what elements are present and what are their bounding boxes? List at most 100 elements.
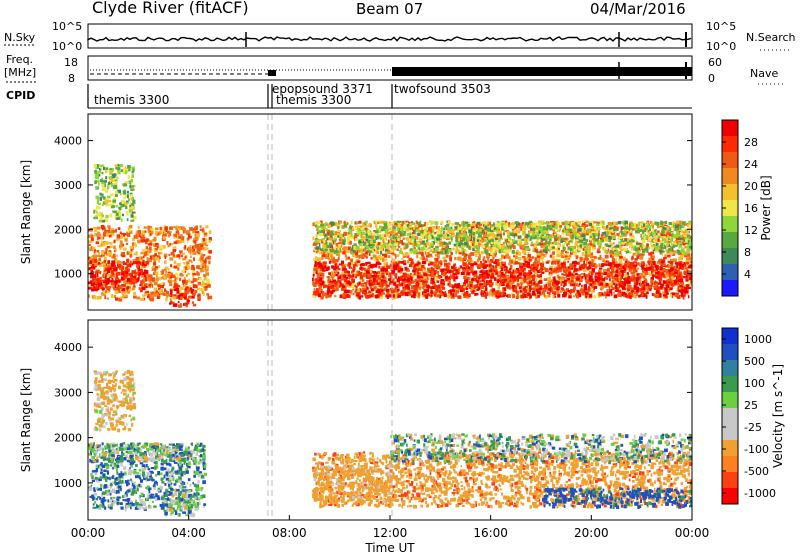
echo-cell	[631, 277, 636, 282]
echo-cell	[671, 284, 675, 287]
echo-cell	[378, 280, 382, 284]
echo-cell	[564, 257, 568, 261]
echo-cell	[110, 232, 115, 236]
echo-cell	[495, 263, 500, 266]
echo-cell	[333, 271, 337, 274]
echo-cell	[144, 251, 149, 256]
echo-cell	[101, 182, 105, 187]
echo-cell	[381, 272, 385, 275]
echo-cell	[120, 218, 123, 222]
echo-cell	[343, 220, 346, 225]
echo-cell	[169, 274, 173, 278]
echo-cell	[114, 280, 118, 284]
echo-cell	[364, 254, 367, 258]
echo-cell	[162, 233, 167, 237]
echo-cell	[177, 304, 182, 308]
echo-cell	[525, 285, 528, 288]
echo-cell	[351, 270, 355, 274]
echo-cell	[527, 254, 531, 258]
echo-cell	[395, 293, 398, 296]
echo-cell	[541, 271, 545, 274]
echo-cell	[420, 268, 423, 272]
echo-cell	[330, 276, 334, 281]
echo-cell	[593, 236, 596, 239]
echo-cell	[569, 234, 572, 239]
echo-cell	[321, 263, 326, 266]
echo-cell	[422, 267, 426, 271]
echo-cell	[471, 242, 475, 246]
echo-cell	[176, 287, 180, 290]
echo-cell	[552, 294, 555, 299]
echo-cell	[184, 245, 187, 249]
echo-cell	[199, 228, 204, 232]
echo-cell	[173, 285, 176, 289]
echo-cell	[144, 239, 147, 243]
echo-cell	[161, 245, 166, 249]
echo-cell	[384, 263, 386, 268]
echo-cell	[122, 190, 127, 195]
echo-cell	[356, 249, 358, 253]
echo-cell	[117, 266, 121, 269]
echo-cell	[520, 247, 524, 250]
echo-cell	[657, 230, 660, 235]
echo-cell	[373, 277, 376, 282]
echo-cell	[662, 280, 667, 284]
echo-cell	[119, 244, 123, 248]
echo-cell	[95, 255, 100, 258]
echo-cell	[461, 246, 465, 250]
echo-cell	[355, 272, 360, 276]
echo-cell	[493, 242, 497, 247]
echo-cell	[105, 167, 109, 170]
echo-cell	[124, 202, 128, 206]
echo-cell	[192, 304, 195, 307]
echo-cell	[122, 262, 127, 265]
echo-cell	[320, 288, 323, 293]
echo-cell	[680, 282, 684, 285]
echo-cell	[101, 226, 106, 231]
echo-cell	[193, 293, 196, 297]
echo-cell	[577, 293, 582, 298]
echo-cell	[338, 263, 342, 266]
echo-cell	[621, 269, 625, 273]
echo-cell	[544, 295, 548, 299]
echo-cell	[382, 278, 386, 283]
echo-cell	[436, 280, 440, 283]
echo-cell	[138, 275, 141, 279]
echo-cell	[131, 207, 133, 212]
echo-cell	[113, 197, 116, 200]
echo-cell	[201, 280, 205, 285]
echo-cell	[200, 252, 202, 256]
echo-cell	[152, 293, 157, 297]
echo-cell	[409, 263, 413, 267]
echo-cell	[98, 219, 103, 223]
echo-cell	[532, 262, 537, 265]
echo-cell	[650, 251, 655, 255]
echo-cell	[683, 236, 686, 240]
echo-cell	[564, 271, 568, 275]
echo-cell	[522, 286, 525, 290]
echo-cell	[205, 272, 210, 276]
echo-cell	[341, 276, 345, 281]
echo-cell	[666, 239, 669, 243]
echo-cell	[92, 274, 97, 278]
echo-cell	[411, 280, 416, 284]
echo-cell	[520, 279, 523, 283]
echo-cell	[177, 267, 180, 271]
echo-cell	[130, 205, 134, 209]
echo-cell	[458, 250, 463, 253]
echo-cell	[353, 236, 356, 240]
echo-cell	[129, 204, 132, 208]
echo-cell	[94, 287, 98, 292]
echo-cell	[467, 254, 472, 258]
echo-cell	[457, 238, 460, 241]
nave-tick-top: 60	[708, 56, 722, 69]
echo-cell	[651, 274, 655, 278]
echo-cell	[549, 254, 553, 258]
echo-cell	[93, 286, 96, 290]
echo-cell	[509, 281, 513, 286]
echo-cell	[577, 267, 581, 272]
echo-cell	[125, 281, 129, 285]
echo-cell	[88, 244, 91, 247]
echo-cell	[358, 220, 362, 224]
echo-cell	[521, 277, 526, 280]
